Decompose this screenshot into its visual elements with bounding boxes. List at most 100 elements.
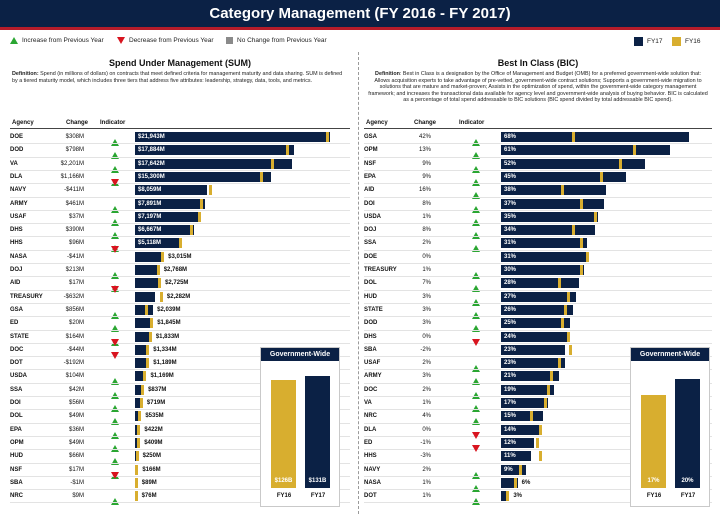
row-divider (364, 382, 712, 384)
indicator (472, 239, 482, 253)
change-value: $104M (65, 373, 84, 380)
fy16-marker (580, 265, 584, 275)
indicator (472, 372, 482, 386)
fy16-marker (135, 451, 139, 462)
row-divider (364, 263, 712, 264)
fy17-bar (501, 291, 576, 302)
fy17-value-label: $7,197M (138, 213, 162, 220)
fy17-bar (501, 477, 518, 488)
agency-label: TREASURY (10, 293, 43, 300)
agency-label: DOD (364, 320, 378, 327)
legend-increase-label: Increase from Previous Year (22, 37, 104, 44)
fy17-bar (501, 424, 540, 435)
fy17-value-label: $250M (142, 453, 161, 460)
agency-label: AID (364, 187, 375, 194)
gw-fy16-value: $126B (274, 478, 293, 484)
triangle-down-icon (111, 179, 119, 193)
fy16-marker (197, 211, 201, 222)
fy16-marker (580, 198, 584, 209)
triangle-down-icon (472, 445, 480, 459)
fy16-marker (271, 158, 275, 169)
fy17-value-label: 45% (504, 173, 517, 180)
fy16-marker (560, 185, 564, 196)
row-divider (10, 409, 350, 411)
fy16-marker (563, 304, 567, 315)
change-value: $2,201M (60, 160, 84, 167)
indicator (111, 425, 121, 439)
fy17-value-label: $535M (145, 413, 164, 420)
legend-nochange-label: No Change from Previous Year (237, 37, 327, 44)
agency-label: SBA (10, 479, 23, 486)
row-divider (364, 302, 712, 304)
indicator (111, 133, 121, 146)
change-value: -3% (420, 453, 431, 460)
fy16-marker (538, 424, 542, 435)
fy17-bar (501, 211, 598, 222)
sum-row-nrc: NRC $9M $76M (10, 489, 350, 506)
fy17-value-label: 37% (504, 200, 517, 207)
agency-label: USDA (10, 373, 28, 380)
sum-government-wide: Government-Wide $126B FY16 $131B FY17 (260, 347, 340, 507)
triangle-down-icon (111, 352, 119, 366)
row-divider (10, 449, 350, 451)
row-divider (364, 316, 712, 318)
gw-fy16-year: FY16 (276, 493, 292, 499)
row-divider (10, 422, 350, 424)
indicator (472, 399, 482, 412)
bic-row-va: VA 1% 17% (364, 396, 712, 412)
fy16-marker (558, 278, 562, 289)
agency-label: ED (10, 320, 19, 327)
bic-row-hhs: HHS -3% 11% (364, 445, 712, 463)
indicator (472, 359, 482, 373)
sum-row-va: VA $2,201M $17,642M (10, 157, 350, 173)
fy16-marker (189, 225, 193, 236)
gw-fy16-value: 17% (647, 477, 660, 484)
fy16-marker (135, 464, 139, 475)
fy17-value-label: 15% (504, 413, 517, 420)
sum-row-ssa: SSA $42M $837M (10, 383, 350, 399)
fy17-value-label: $1,833M (155, 333, 180, 340)
row-divider (364, 449, 712, 451)
agency-label: OPM (10, 439, 24, 446)
fy17-value-label: 3% (513, 493, 522, 500)
change-value: $856M (65, 306, 84, 313)
legend-decrease-label: Decrease from Previous Year (129, 37, 214, 44)
change-value: $308M (65, 134, 84, 140)
sum-row-nasa: NASA -$41M $3,015M (10, 245, 350, 264)
fy17-bar (501, 451, 532, 462)
fy16-marker (566, 291, 570, 302)
fy17-value-label: 52% (504, 160, 517, 167)
bic-row-nrc: NRC 4% 15% (364, 409, 712, 426)
fy16-marker (536, 437, 540, 448)
row-divider (10, 196, 350, 198)
sum-row-sba: SBA -$1M $89M (10, 471, 350, 490)
sum-gw-title: Government-Wide (261, 348, 339, 361)
fy17-value-label: $8,059M (138, 187, 162, 194)
agency-label: USAF (10, 213, 27, 220)
row-divider (10, 475, 350, 477)
fy17-bar (501, 411, 543, 422)
change-value: -$632M (63, 293, 84, 300)
sum-title: Spend Under Management (SUM) (108, 58, 251, 68)
bic-row-usda: USDA 1% 35% (364, 210, 712, 226)
agency-label: DOD (10, 147, 24, 154)
change-value: $390M (65, 227, 84, 234)
fy17-value-label: $21,943M (138, 134, 165, 140)
sum-row-epa: EPA $36M $422M (10, 423, 350, 439)
bic-row-epa: EPA 9% 45% (364, 170, 712, 186)
fy17-value-label: $5,118M (138, 240, 162, 247)
row-divider (364, 329, 712, 331)
fy16-marker (569, 344, 573, 355)
change-value: 1% (422, 213, 431, 220)
fy16-marker (144, 304, 148, 315)
fy17-bar (501, 437, 535, 448)
fy16-marker (138, 411, 142, 422)
fy17-value-label: $76M (141, 493, 157, 500)
row-divider (10, 369, 350, 371)
bic-row-navy: NAVY 2% 9% (364, 463, 712, 479)
change-value: $9M (72, 493, 84, 500)
fy16-marker (137, 424, 141, 435)
change-value: 3% (422, 306, 431, 313)
agency-label: TREASURY (364, 267, 397, 273)
agency-label: DHS (10, 227, 23, 234)
